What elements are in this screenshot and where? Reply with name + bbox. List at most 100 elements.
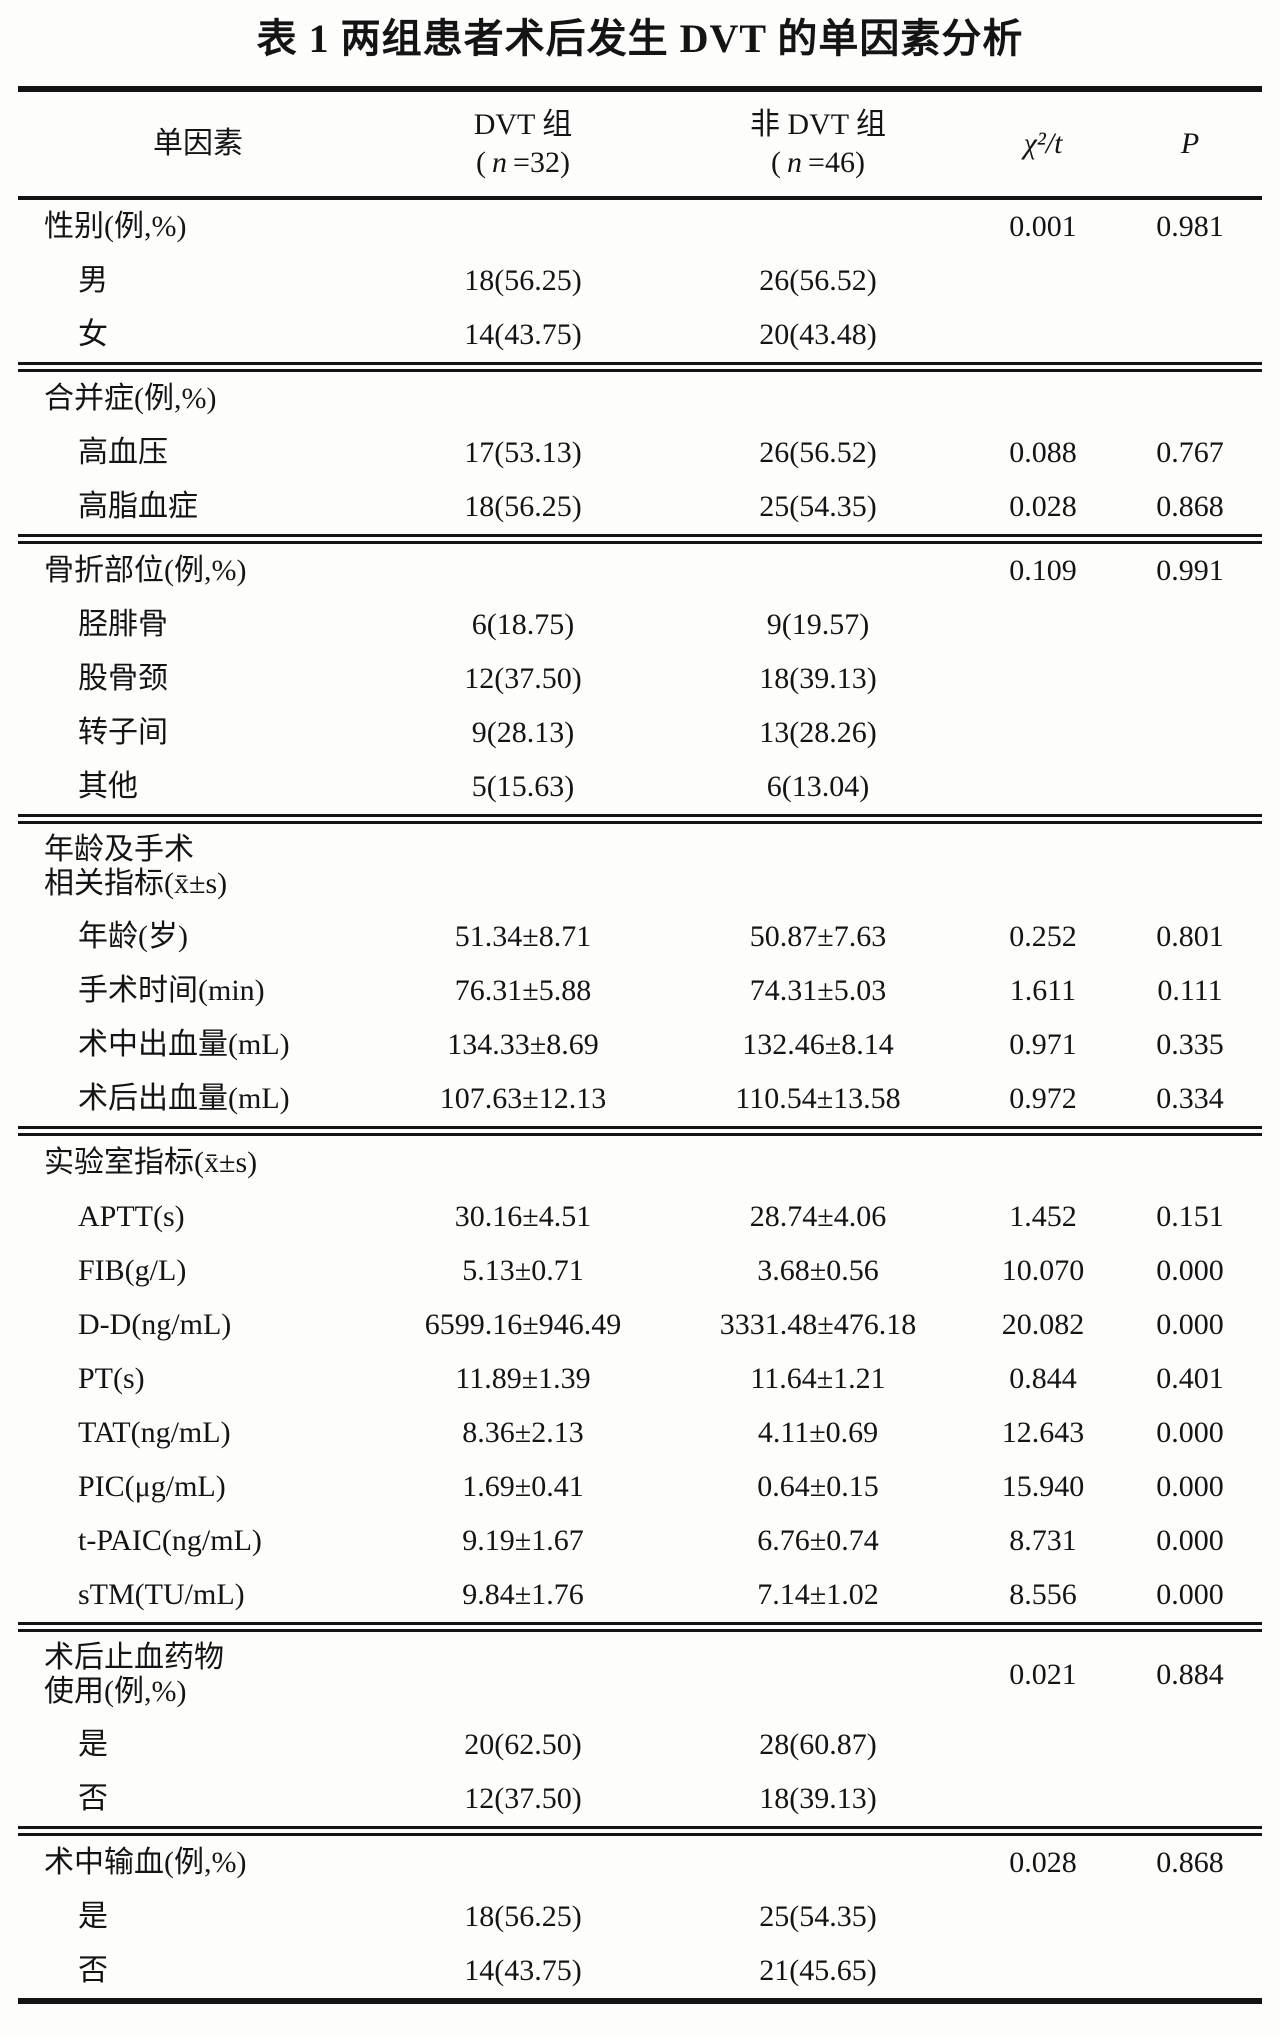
factor-cell: APTT(s) [78, 1200, 185, 1233]
p-value-cell: 0.000 [1156, 1308, 1224, 1341]
factor-cell: 男 [78, 264, 108, 297]
dvt-value-cell: 5.13±0.71 [462, 1254, 584, 1287]
p-value-cell [1118, 1131, 1262, 1190]
factor-cell: D-D(ng/mL) [78, 1308, 232, 1341]
table-row: TAT(ng/mL) 8.36±2.13 4.11±0.69 12.643 0.… [18, 1406, 1262, 1460]
table-row: 否 14(43.75) 21(45.65) [18, 1944, 1262, 2001]
p-value-cell: 0.000 [1156, 1254, 1224, 1287]
n-symbol: n [492, 146, 508, 179]
col-header-factor: 单因素 [153, 127, 243, 160]
non-dvt-value-cell: 6(13.04) [766, 770, 870, 803]
factor-cell: 术中出血量(mL) [78, 1028, 290, 1061]
table-row: 股骨颈 12(37.50) 18(39.13) [18, 652, 1262, 706]
table-row: sTM(TU/mL) 9.84±1.76 7.14±1.02 8.556 0.0… [18, 1568, 1262, 1627]
chi-t-value-cell: 0.001 [1009, 210, 1077, 243]
non-dvt-value-cell: 3.68±0.56 [757, 1254, 879, 1287]
non-dvt-value-cell [668, 1627, 968, 1718]
table-row: 实验室指标(x̄±s) [18, 1131, 1262, 1190]
dvt-value-cell: 30.16±4.51 [454, 1200, 592, 1233]
chi-t-value-cell: 1.452 [1009, 1200, 1077, 1233]
table-row: 高脂血症 18(56.25) 25(54.35) 0.028 0.868 [18, 480, 1262, 539]
non-dvt-value-cell [668, 1831, 968, 1890]
p-value-cell [1118, 1890, 1262, 1944]
table-body: 性别(例,%) 0.001 0.981 男 18(56.25) 26(56.52… [18, 198, 1262, 2001]
factor-cell: 是 [78, 1900, 108, 1933]
chi-t-value-cell: 20.082 [1001, 1308, 1085, 1341]
p-value-cell [1118, 1718, 1262, 1772]
table-row: 是 20(62.50) 28(60.87) [18, 1718, 1262, 1772]
dvt-value-cell: 12(37.50) [464, 662, 582, 695]
table-row: 女 14(43.75) 20(43.48) [18, 308, 1262, 367]
chi-t-value-cell [968, 1772, 1118, 1831]
non-dvt-value-cell: 0.64±0.15 [757, 1470, 879, 1503]
chi-t-value-cell [968, 308, 1118, 367]
dvt-value-cell: 14(43.75) [464, 1954, 582, 1987]
p-value-cell: 0.334 [1156, 1082, 1224, 1115]
dvt-value-cell: 18(56.25) [464, 1900, 582, 1933]
p-value-cell [1118, 760, 1262, 819]
factor-cell: 术中输血(例,%) [44, 1846, 247, 1879]
table-row: 转子间 9(28.13) 13(28.26) [18, 706, 1262, 760]
table-row: 术中输血(例,%) 0.028 0.868 [18, 1831, 1262, 1890]
dvt-group-n: (n =32) [378, 144, 668, 182]
dvt-value-cell [378, 367, 668, 426]
chi-t-value-cell [968, 254, 1118, 308]
dvt-value-cell [378, 198, 668, 254]
factor-cell: 否 [78, 1954, 108, 1987]
factor-cell: FIB(g/L) [78, 1254, 187, 1287]
p-value-cell [1118, 652, 1262, 706]
chi-t-value-cell [968, 1890, 1118, 1944]
factor-cell: TAT(ng/mL) [78, 1416, 231, 1449]
chi-t-value-cell: 0.021 [1009, 1658, 1077, 1691]
n-value: =32) [513, 146, 570, 179]
chi-t-value-cell [968, 1131, 1118, 1190]
non-dvt-value-cell: 25(54.35) [759, 490, 877, 523]
n-value: =46) [808, 146, 865, 179]
dvt-value-cell: 107.63±12.13 [439, 1082, 607, 1115]
p-value-cell: 0.000 [1156, 1578, 1224, 1611]
factor-cell: 手术时间(min) [78, 974, 265, 1007]
chi-t-value-cell [968, 598, 1118, 652]
factor-cell: PIC(μg/mL) [78, 1470, 226, 1503]
p-value-cell: 0.884 [1156, 1658, 1224, 1691]
p-value-cell: 0.981 [1156, 210, 1224, 243]
p-value-cell: 0.868 [1156, 1846, 1224, 1879]
factor-cell: 是 [78, 1728, 108, 1761]
factor-cell: t-PAIC(ng/mL) [78, 1524, 262, 1557]
p-value-cell: 0.111 [1157, 974, 1223, 1007]
table-row: 术后止血药物 使用(例,%) 0.021 0.884 [18, 1627, 1262, 1718]
p-value-cell: 0.767 [1156, 436, 1224, 469]
table-row: 合并症(例,%) [18, 367, 1262, 426]
chi-t-value-cell: 12.643 [1001, 1416, 1085, 1449]
chi-t-value-cell: 1.611 [1009, 974, 1077, 1007]
p-value-cell: 0.868 [1156, 490, 1224, 523]
table-row: 男 18(56.25) 26(56.52) [18, 254, 1262, 308]
table-row: 高血压 17(53.13) 26(56.52) 0.088 0.767 [18, 426, 1262, 480]
table-row: 年龄(岁) 51.34±8.71 50.87±7.63 0.252 0.801 [18, 910, 1262, 964]
dvt-value-cell [378, 1131, 668, 1190]
non-dvt-value-cell [668, 539, 968, 598]
table-title: 表 1 两组患者术后发生 DVT 的单因素分析 [256, 16, 1024, 61]
non-dvt-value-cell: 132.46±8.14 [742, 1028, 894, 1061]
col-header-chi-t: χ²/t [1023, 127, 1063, 160]
factor-cell: 年龄及手术 相关指标(x̄±s) [44, 833, 228, 900]
factor-cell: 股骨颈 [78, 662, 168, 695]
p-value-cell: 0.151 [1156, 1200, 1224, 1233]
p-value-cell [1118, 254, 1262, 308]
non-dvt-value-cell: 18(39.13) [759, 662, 877, 695]
col-header-non-dvt-group: 非 DVT 组 (n =46) [668, 89, 968, 198]
non-dvt-group-name: 非 DVT 组 [749, 108, 887, 141]
non-dvt-value-cell: 6.76±0.74 [757, 1524, 879, 1557]
factor-cell: sTM(TU/mL) [78, 1578, 245, 1611]
chi-t-value-cell [968, 652, 1118, 706]
chi-t-value-cell [968, 760, 1118, 819]
factor-cell: 合并症(例,%) [44, 382, 217, 415]
p-value-cell: 0.000 [1156, 1470, 1224, 1503]
chi-t-value-cell: 0.028 [1009, 1846, 1077, 1879]
dvt-value-cell: 9(28.13) [471, 716, 575, 749]
chi-t-value-cell: 10.070 [1001, 1254, 1085, 1287]
dvt-value-cell: 134.33±8.69 [447, 1028, 599, 1061]
dvt-value-cell: 1.69±0.41 [462, 1470, 584, 1503]
col-header-dvt-group: DVT 组 (n =32) [378, 89, 668, 198]
dvt-value-cell: 5(15.63) [471, 770, 575, 803]
